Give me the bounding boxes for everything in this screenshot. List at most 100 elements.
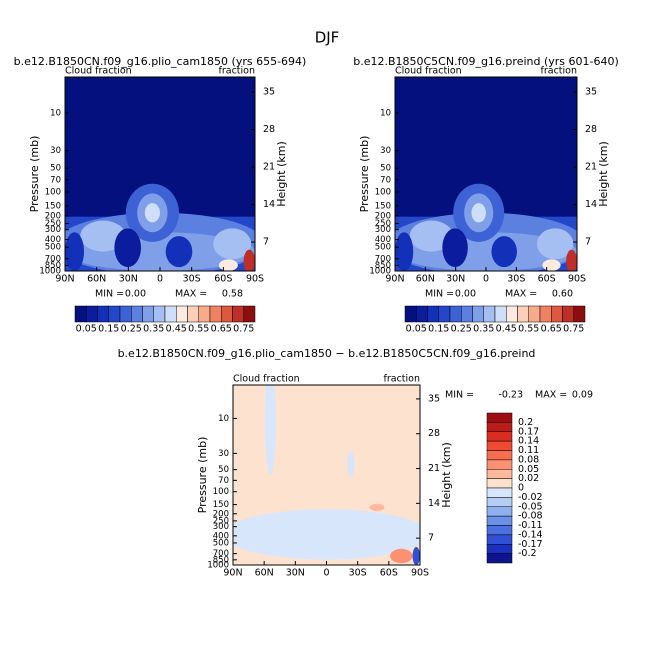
colorbar-box — [164, 305, 177, 323]
colorbar-box — [131, 305, 143, 323]
colorbar-label: 0.15 — [428, 324, 449, 335]
x-tick-label: 30S — [507, 274, 525, 285]
colorbar-label: 0.35 — [473, 324, 494, 335]
y-tick-label: 10 — [218, 414, 229, 424]
figure-title: DJF — [315, 29, 340, 47]
contour-field — [65, 77, 255, 271]
x-tick-label: 60S — [538, 274, 556, 285]
y-tick-label: 400 — [45, 235, 61, 245]
min-text: MIN = — [425, 289, 454, 300]
contour-region — [395, 232, 414, 271]
left-label: Cloud fraction — [233, 374, 300, 385]
colorbar-box — [153, 305, 166, 323]
x-tick-label: 60N — [87, 274, 106, 285]
colorbar-box — [232, 305, 244, 323]
colorbar-label: 0.15 — [98, 324, 119, 335]
contour-region — [347, 451, 355, 477]
y2-tick-label: 14 — [263, 199, 275, 210]
x-tick-label: 30N — [119, 274, 138, 285]
y-tick-label: 10 — [50, 109, 61, 119]
y-tick-label: 100 — [213, 487, 229, 497]
y-tick-label: 100 — [45, 188, 61, 198]
y-tick-label: 10 — [380, 109, 391, 119]
colorbar-box — [486, 412, 513, 423]
y-tick-label: 850 — [45, 261, 61, 271]
y2-axis-title: Height (km) — [597, 141, 610, 207]
y2-tick-label: 28 — [585, 124, 597, 135]
x-tick-label: 30N — [286, 568, 305, 579]
colorbar-label: 0.05 — [76, 324, 97, 335]
x-tick-label: 90N — [223, 568, 242, 579]
colorbar-box — [486, 487, 513, 498]
colorbar-box — [486, 431, 513, 442]
x-tick-label: 90S — [246, 274, 264, 285]
contour-region — [412, 547, 420, 565]
y2-tick-label: 7 — [263, 237, 269, 248]
y-tick-label: 70 — [218, 476, 229, 486]
colorbar-box — [427, 305, 439, 323]
panel-title: b.e12.B1850C5CN.f09_g16.preind (yrs 601-… — [353, 55, 619, 68]
y-tick-label: 500 — [375, 243, 391, 253]
contour-region — [542, 259, 561, 271]
colorbar-box — [483, 305, 496, 323]
colorbar-label: 0.55 — [518, 324, 539, 335]
colorbar-box — [86, 305, 98, 323]
colorbar-label: -0.02 — [518, 492, 543, 503]
colorbar-box — [438, 305, 451, 323]
y-tick-label: 300 — [213, 522, 229, 532]
contour-region — [165, 236, 193, 268]
y-tick-label: 250 — [213, 516, 229, 526]
contour-region — [442, 228, 468, 268]
y-tick-label: 1000 — [369, 267, 391, 277]
y2-tick-label: 14 — [428, 498, 440, 509]
y2-tick-label: 35 — [263, 87, 275, 98]
y-tick-label: 850 — [375, 261, 391, 271]
colorbar-label: 0.65 — [541, 324, 562, 335]
colorbar-box — [108, 305, 121, 323]
contour-region — [213, 228, 252, 260]
colorbar-label: -0.05 — [518, 501, 543, 512]
contour-region — [144, 203, 160, 223]
y-tick-label: 100 — [375, 188, 391, 198]
y-tick-label: 200 — [375, 211, 391, 221]
y-tick-label: 30 — [50, 146, 61, 156]
right-label: fraction — [219, 66, 256, 77]
panel-title: b.e12.B1850CN.f09_g16.plio_cam1850 − b.e… — [118, 347, 536, 360]
contour-region — [536, 228, 574, 260]
colorbar-box — [486, 450, 513, 461]
colorbar-box — [486, 478, 513, 489]
colorbar-label: 0.08 — [518, 454, 539, 465]
contour-region — [243, 249, 255, 271]
contour-region — [218, 259, 238, 271]
colorbar-label: -0.17 — [518, 539, 543, 550]
x-tick-label: 60S — [380, 568, 398, 579]
x-tick-label: 60S — [214, 274, 232, 285]
contour-region — [80, 220, 126, 252]
colorbar-box — [449, 305, 462, 323]
y-tick-label: 150 — [45, 201, 61, 211]
colorbar-box — [243, 305, 256, 323]
colorbar-box — [97, 305, 109, 323]
y-tick-label: 850 — [213, 555, 229, 565]
colorbar-box — [74, 305, 87, 323]
contour-region — [471, 203, 486, 223]
y-axis-title: Pressure (mb) — [196, 437, 209, 514]
colorbar-box — [486, 440, 513, 451]
y2-tick-label: 21 — [428, 463, 440, 474]
y-tick-label: 200 — [45, 211, 61, 221]
x-tick-label: 60N — [416, 274, 435, 285]
y-tick-label: 300 — [375, 225, 391, 235]
y-tick-label: 150 — [375, 201, 391, 211]
y-axis-title: Pressure (mb) — [358, 136, 371, 213]
y2-tick-label: 21 — [585, 162, 597, 173]
colorbar-box — [209, 305, 222, 323]
colorbar-label: 0.25 — [451, 324, 472, 335]
colorbar-box — [486, 422, 513, 432]
colorbar-box — [176, 305, 188, 323]
colorbar-box — [187, 305, 199, 323]
colorbar-label: 0.02 — [518, 473, 539, 484]
colorbar-box — [198, 305, 211, 323]
colorbar-box — [551, 305, 563, 323]
contour-region — [566, 249, 577, 271]
